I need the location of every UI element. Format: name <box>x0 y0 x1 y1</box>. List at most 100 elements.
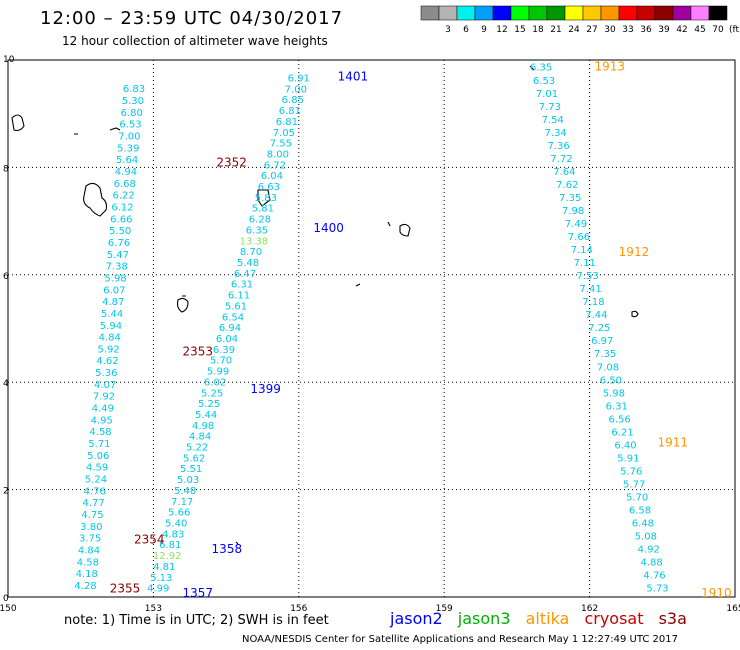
swh-value: 7.05 <box>273 128 295 139</box>
swh-value: 6.97 <box>591 336 613 347</box>
swh-value: 6.76 <box>108 238 130 249</box>
swh-value: 4.58 <box>77 557 99 568</box>
chart-title: 12:00 – 23:59 UTC 04/30/2017 <box>40 8 344 29</box>
gridlines <box>8 60 735 597</box>
y-tick-label: 2 <box>3 487 9 497</box>
swh-value: 7.17 <box>171 497 193 508</box>
swh-value: 4.98 <box>192 421 214 432</box>
pass-number-label: 1910 <box>701 586 732 600</box>
swh-value: 7.00 <box>285 84 307 95</box>
legend-s3a: s3a <box>658 609 687 628</box>
swh-value: 5.70 <box>210 356 232 367</box>
colorbar-tick-label: 70 <box>712 25 724 35</box>
swh-value: 5.71 <box>88 439 110 450</box>
swh-value: 5.06 <box>87 451 109 462</box>
x-tick-label: 150 <box>0 604 17 614</box>
swh-value: 7.00 <box>118 132 140 143</box>
legend-jason3: jason3 <box>457 609 511 628</box>
pass-number-label: 1358 <box>212 542 243 556</box>
colorbar-tick-label: 21 <box>550 25 561 35</box>
y-tick-label: 10 <box>3 55 15 65</box>
swh-value: 4.75 <box>81 510 103 521</box>
swh-value: 5.98 <box>603 388 625 399</box>
swh-value: 5.92 <box>97 344 119 355</box>
swh-value: 5.13 <box>150 573 172 584</box>
swh-value: 6.54 <box>222 312 244 323</box>
swh-value: 6.80 <box>121 108 143 119</box>
swh-value: 5.73 <box>646 584 668 595</box>
pass-number-label: 2354 <box>134 532 165 546</box>
swh-value: 7.14 <box>571 245 593 256</box>
footer-credit: NOAA/NESDIS Center for Satellite Applica… <box>242 634 678 645</box>
swh-value: 5.50 <box>109 226 131 237</box>
swh-value: 7.11 <box>574 258 596 269</box>
colorbar-tick-label: 33 <box>622 25 633 35</box>
swh-value: 4.18 <box>76 569 98 580</box>
colorbar-tick-label: 3 <box>445 25 451 35</box>
swh-value: 6.35 <box>246 225 268 236</box>
pass-number-label: 1912 <box>619 245 650 259</box>
swh-value: 5.66 <box>168 508 190 519</box>
swh-value: 12.92 <box>153 551 182 562</box>
swh-value: 4.84 <box>99 333 121 344</box>
swh-value: 6.40 <box>614 440 636 451</box>
swh-value: 4.28 <box>74 581 96 592</box>
swh-value: 7.34 <box>545 128 567 139</box>
pass-labels: 1401 1400 1399 1358 1357 2352 2353 2354 2355 1913… <box>110 60 732 600</box>
colorbar-swatch <box>708 5 728 21</box>
swh-value: 6.21 <box>611 427 633 438</box>
swh-value: 7.35 <box>594 349 616 360</box>
swh-value: 6.56 <box>609 414 631 425</box>
legend-altika: altika <box>525 609 570 628</box>
swh-value: 5.91 <box>617 453 639 464</box>
island-small-3 <box>399 223 411 237</box>
swh-value: 6.02 <box>204 377 226 388</box>
swh-value: 6.94 <box>219 323 241 334</box>
swh-value: 7.54 <box>542 115 564 126</box>
swh-value: 7.55 <box>270 139 292 150</box>
pass-number-label: 1401 <box>338 69 369 83</box>
colorbar-tick-label: 39 <box>658 25 670 35</box>
island-small-4 <box>631 310 639 318</box>
island-maui <box>11 114 25 132</box>
swh-value: 6.63 <box>258 182 280 193</box>
swh-value: 7.44 <box>585 310 607 321</box>
swh-value: 6.53 <box>533 76 555 87</box>
swh-value: 3.75 <box>79 534 101 545</box>
swh-value: 5.24 <box>85 475 107 486</box>
swh-value: 7.41 <box>579 284 601 295</box>
island-small-6 <box>182 65 535 545</box>
swh-value: 4.83 <box>162 529 184 540</box>
x-tick-label: 165 <box>726 604 740 614</box>
swh-value: 6.31 <box>231 280 253 291</box>
island-hawaii <box>83 182 108 217</box>
swh-value: 13.38 <box>240 236 269 247</box>
swh-value: 5.61 <box>225 301 247 312</box>
swh-value: 5.94 <box>100 321 122 332</box>
colorbar-tick-label: 30 <box>604 25 616 35</box>
swh-value: 6.83 <box>123 84 145 95</box>
swh-value: 4.99 <box>147 584 169 595</box>
swh-value: 6.12 <box>111 202 133 213</box>
colorbar-tick-label: 24 <box>568 25 580 35</box>
colorbar-tick-label: 42 <box>676 25 687 35</box>
island-small-1 <box>176 297 189 313</box>
swh-value: 4.84 <box>189 432 211 443</box>
swh-value: 5.47 <box>107 250 129 261</box>
swh-value: 5.25 <box>198 399 220 410</box>
swh-value: 3.80 <box>80 522 102 533</box>
swh-value: 5.83 <box>255 193 277 204</box>
swh-value: 5.70 <box>626 492 648 503</box>
swh-value: 4.84 <box>78 545 100 556</box>
y-tick-label: 8 <box>3 164 9 174</box>
swh-value: 4.88 <box>641 558 663 569</box>
colorbar-tick-label: 27 <box>586 25 597 35</box>
swh-value: 5.36 <box>95 368 117 379</box>
swh-value: 5.98 <box>104 273 126 284</box>
chart-note: note: 1) Time is in UTC; 2) SWH is in fe… <box>64 613 329 628</box>
swh-value: 4.76 <box>643 571 665 582</box>
x-tick-label: 153 <box>145 604 162 614</box>
swh-value: 8.00 <box>267 149 289 160</box>
swh-value: 7.49 <box>565 219 587 230</box>
